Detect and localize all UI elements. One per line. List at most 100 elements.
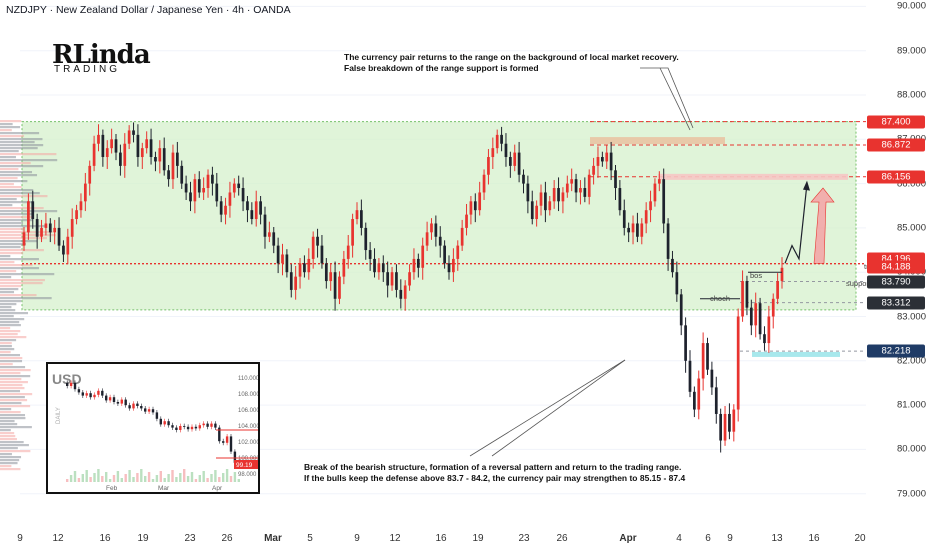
volume-profile-bar: [0, 312, 29, 315]
volume-profile-bar: [0, 390, 21, 393]
inset-volume-bar: [132, 477, 135, 482]
candle-body-32: [162, 148, 166, 171]
x-tick-label: 26: [556, 533, 568, 544]
volume-profile-bar: [0, 207, 44, 210]
candle-body-63: [298, 263, 302, 277]
candle-body-76: [355, 210, 359, 220]
price-level-label: 83.790: [867, 275, 925, 288]
y-tick-label: 79.000: [896, 488, 926, 500]
inset-volume-bar: [198, 475, 201, 482]
volume-profile-bar: [0, 435, 16, 438]
volume-profile-bar: [0, 138, 43, 141]
volume-profile-bar: [0, 258, 39, 261]
candle-body-133: [605, 152, 609, 162]
volume-profile-bar: [0, 285, 22, 288]
candle-body-132: [601, 157, 604, 162]
volume-profile-bar: [0, 174, 38, 177]
candle-body-24: [127, 130, 131, 144]
candle-body-152: [688, 360, 692, 392]
candle-body-64: [303, 263, 306, 273]
candle-body-74: [346, 245, 350, 259]
volume-profile-bar: [0, 273, 55, 276]
price-level-label: 82.218: [867, 344, 925, 358]
volume-profile-bar: [0, 453, 12, 456]
inset-candle-body: [233, 451, 237, 463]
candle-body-170: [767, 316, 771, 344]
volume-profile-bar: [0, 393, 33, 396]
candle-body-122: [557, 188, 560, 202]
volume-profile-bar: [0, 462, 18, 465]
volume-profile-bar: [0, 354, 21, 357]
volume-profile-bar: [0, 144, 44, 147]
candle-body-97: [447, 263, 451, 273]
y-tick-label: 86.000: [896, 178, 926, 190]
x-tick-label: 9: [354, 533, 360, 544]
inset-volume-bar: [77, 478, 81, 482]
candle-body-0: [22, 232, 26, 246]
price-level-label: 84.188: [867, 260, 925, 274]
inset-y-tick: 104.000: [238, 424, 258, 430]
volume-profile-bar: [0, 219, 33, 222]
y-tick-label: 82.000: [896, 355, 926, 367]
inset-candle-body: [97, 390, 100, 395]
volume-profile-bar: [0, 150, 19, 153]
candle-body-81: [377, 263, 381, 273]
candle-body-151: [684, 325, 687, 361]
volume-profile-bar: [0, 282, 43, 285]
candle-body-138: [627, 227, 631, 233]
candle-body-164: [741, 281, 744, 317]
volume-profile-bar: [0, 201, 33, 204]
price-axis[interactable]: 79.00080.00081.00082.00083.00084.00085.0…: [866, 0, 932, 550]
inset-candle-body: [89, 393, 92, 398]
candle-body-73: [342, 258, 346, 277]
volume-profile-bar: [0, 369, 31, 372]
volume-profile-bar: [0, 288, 19, 291]
candle-body-30: [154, 157, 157, 162]
candle-body-3: [35, 219, 39, 237]
inset-volume-bar: [120, 478, 123, 482]
volume-profile-bar: [0, 405, 31, 408]
bottom-annotation-line-1: Break of the bearish structure, formatio…: [304, 462, 682, 472]
candle-body-150: [679, 294, 683, 326]
inset-x-tick: Apr: [212, 485, 223, 492]
volume-profile-bar: [0, 468, 21, 471]
candle-body-44: [215, 183, 219, 202]
volume-profile-bar: [0, 132, 40, 135]
candle-body-62: [294, 276, 298, 290]
candle-body-106: [487, 157, 490, 175]
inset-volume-bar: [85, 470, 88, 482]
volume-profile-bar: [0, 306, 12, 309]
volume-profile-bar: [0, 240, 38, 243]
volume-profile-bar: [0, 147, 38, 150]
volume-profile-bar: [0, 192, 40, 195]
candle-body-7: [53, 227, 57, 233]
inset-volume-bar: [190, 472, 194, 482]
inset-y-tick: 108.000: [238, 392, 258, 398]
price-level-label: 86.872: [867, 138, 925, 152]
volume-profile-bar: [0, 186, 22, 189]
candle-body-118: [539, 192, 543, 206]
candle-body-159: [719, 413, 723, 441]
candle-body-145: [657, 179, 661, 184]
inset-volume-bar: [159, 471, 162, 482]
inset-candle-body: [218, 427, 221, 442]
volume-profile-bar: [0, 456, 22, 459]
volume-profile-bar: [0, 375, 31, 378]
candle-body-72: [338, 276, 341, 299]
candle-body-40: [197, 179, 201, 193]
candle-body-157: [710, 369, 714, 388]
candle-body-104: [478, 192, 482, 211]
supply-zone-top: [590, 137, 725, 145]
price-level-label: 86.156: [867, 170, 925, 184]
volume-profile-bar: [0, 225, 47, 228]
inset-volume-bar: [163, 478, 166, 482]
volume-profile-bar: [0, 342, 12, 345]
volume-profile-bar: [0, 330, 21, 333]
candle-body-57: [272, 232, 276, 246]
volume-profile-bar: [0, 351, 11, 354]
candle-body-37: [184, 183, 188, 193]
volume-profile-bar: [0, 213, 32, 216]
inset-volume-bar: [105, 472, 108, 482]
